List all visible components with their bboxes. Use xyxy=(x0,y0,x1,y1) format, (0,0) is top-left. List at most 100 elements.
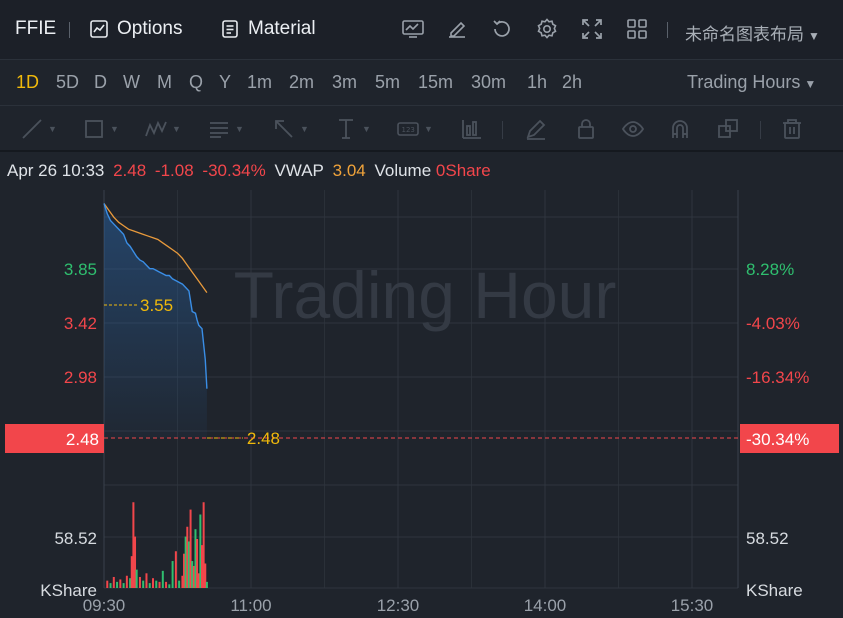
period-5m[interactable]: 5m xyxy=(375,72,401,92)
lock-tool[interactable] xyxy=(574,117,598,141)
current-pct-badge-text: -30.34% xyxy=(746,430,809,449)
trading-hours-selector[interactable]: Trading Hours ▼ xyxy=(687,72,816,93)
volume-bar xyxy=(119,579,122,588)
left-tick-label: 3.85 xyxy=(64,260,97,279)
fullscreen-icon[interactable] xyxy=(580,17,604,41)
volume-bar xyxy=(130,556,133,588)
period-1m[interactable]: 1m xyxy=(247,72,273,92)
right-tick-label: -4.03% xyxy=(746,314,800,333)
vwap-value: 3.04 xyxy=(332,161,366,180)
volume-bar xyxy=(145,573,148,588)
period-m[interactable]: M xyxy=(157,72,172,92)
vwap-label: VWAP xyxy=(274,161,324,180)
volume-bar xyxy=(184,536,187,588)
volume-bar xyxy=(148,583,151,588)
period-2m[interactable]: 2m xyxy=(289,72,315,92)
reset-icon[interactable] xyxy=(490,17,514,41)
ticker-symbol[interactable]: FFIE xyxy=(15,18,57,39)
time-tick-label: 11:00 xyxy=(230,596,271,615)
volume-bar xyxy=(134,536,137,588)
volume-label: Volume xyxy=(374,161,432,180)
rectangle-tool[interactable]: ▼ xyxy=(82,117,119,141)
fib-tool[interactable]: ▼ xyxy=(207,117,244,141)
volume-bar xyxy=(194,529,197,588)
period-5d[interactable]: 5D xyxy=(56,72,80,92)
period-15m[interactable]: 15m xyxy=(418,72,454,92)
volume-bar xyxy=(142,580,145,588)
number-text-icon: 123 xyxy=(397,122,419,136)
volume-bar xyxy=(186,526,189,588)
caret-down-icon: ▼ xyxy=(808,29,820,43)
current-pct-badge xyxy=(740,424,839,453)
period-w[interactable]: W xyxy=(123,72,140,92)
chart-bars-tool[interactable] xyxy=(460,117,484,141)
period-30m[interactable]: 30m xyxy=(471,72,507,92)
options-button[interactable]: Options xyxy=(89,18,182,40)
edit-icon[interactable] xyxy=(445,17,469,41)
trading-hours-label: Trading Hours xyxy=(687,72,801,92)
measure-icon xyxy=(339,119,353,139)
wave-pattern-icon xyxy=(145,120,167,137)
pencil-icon xyxy=(526,119,546,140)
pattern-tool[interactable]: ▼ xyxy=(144,117,181,141)
period-y[interactable]: Y xyxy=(219,72,232,92)
period-d[interactable]: D xyxy=(94,72,107,92)
right-tick-label: -16.34% xyxy=(746,368,809,387)
divider xyxy=(760,121,761,139)
watermark-text: Trading Hour xyxy=(234,258,617,332)
volume-value: 0Share xyxy=(435,161,491,180)
drawing-toolbar: ▼ ▼ ▼ ▼ ▼ ▼ 123 ▼ xyxy=(0,106,843,152)
clone-tool[interactable] xyxy=(716,117,740,141)
volume-bar xyxy=(174,551,177,588)
grid-layout-icon[interactable] xyxy=(625,17,649,41)
indicator-icon[interactable] xyxy=(401,17,425,41)
volume-unit-left: KShare xyxy=(40,581,97,600)
volume-bar xyxy=(158,581,161,588)
right-percent-axis: 8.28% -4.03% -16.34% xyxy=(746,260,809,387)
period-2h[interactable]: 2h xyxy=(562,72,583,92)
gear-icon[interactable] xyxy=(535,17,559,41)
eye-icon xyxy=(621,121,645,137)
time-tick-label: 14:00 xyxy=(524,596,567,615)
layout-name-label: 未命名图表布局 xyxy=(685,25,804,44)
volume-bar xyxy=(204,563,207,588)
magnet-tool[interactable] xyxy=(668,117,692,141)
volume-bar xyxy=(171,561,174,588)
brush-tool[interactable] xyxy=(524,117,548,141)
price-line xyxy=(103,203,208,389)
volume-bar xyxy=(191,561,194,588)
quote-datetime: Apr 26 10:33 xyxy=(7,161,105,180)
volume-bar xyxy=(155,580,158,588)
volume-bar xyxy=(199,514,202,588)
magnet-icon xyxy=(672,120,688,138)
material-button[interactable]: Material xyxy=(220,18,316,40)
quote-price: 2.48 xyxy=(113,161,147,180)
right-tick-label: 8.28% xyxy=(746,260,794,279)
volume-bar xyxy=(168,584,171,588)
delete-tool[interactable] xyxy=(780,117,804,141)
rectangle-tool-icon xyxy=(85,120,103,138)
period-q[interactable]: Q xyxy=(189,72,204,92)
volume-axis-tick-left: 58.52 xyxy=(54,529,97,548)
volume-bar xyxy=(135,569,138,588)
arrow-tool[interactable]: ▼ xyxy=(272,117,309,141)
left-tick-label: 2.98 xyxy=(64,368,97,387)
period-1d[interactable]: 1D xyxy=(16,72,40,92)
text-tool[interactable]: 123 ▼ xyxy=(396,117,433,141)
volume-bar xyxy=(196,539,199,588)
layout-selector[interactable]: 未命名图表布局 ▼ xyxy=(685,20,820,45)
current-price-badge xyxy=(5,424,104,453)
measure-tool[interactable]: ▼ xyxy=(334,117,371,141)
visibility-tool[interactable] xyxy=(621,117,645,141)
volume-bar xyxy=(165,581,168,588)
period-3m[interactable]: 3m xyxy=(332,72,358,92)
quote-change-pct: -30.34% xyxy=(202,161,266,180)
time-axis: 09:30 11:00 12:30 14:00 15:30 xyxy=(83,596,714,615)
line-tool-icon xyxy=(22,119,42,139)
intraday-chart[interactable]: Trading Hour 3.55 2.48 3.85 3.42 2.98 8.28… xyxy=(0,185,843,618)
volume-bar xyxy=(189,509,192,588)
line-tool[interactable]: ▼ xyxy=(20,117,57,141)
period-1h[interactable]: 1h xyxy=(527,72,548,92)
volume-bar xyxy=(161,570,164,588)
trash-icon xyxy=(783,119,801,139)
